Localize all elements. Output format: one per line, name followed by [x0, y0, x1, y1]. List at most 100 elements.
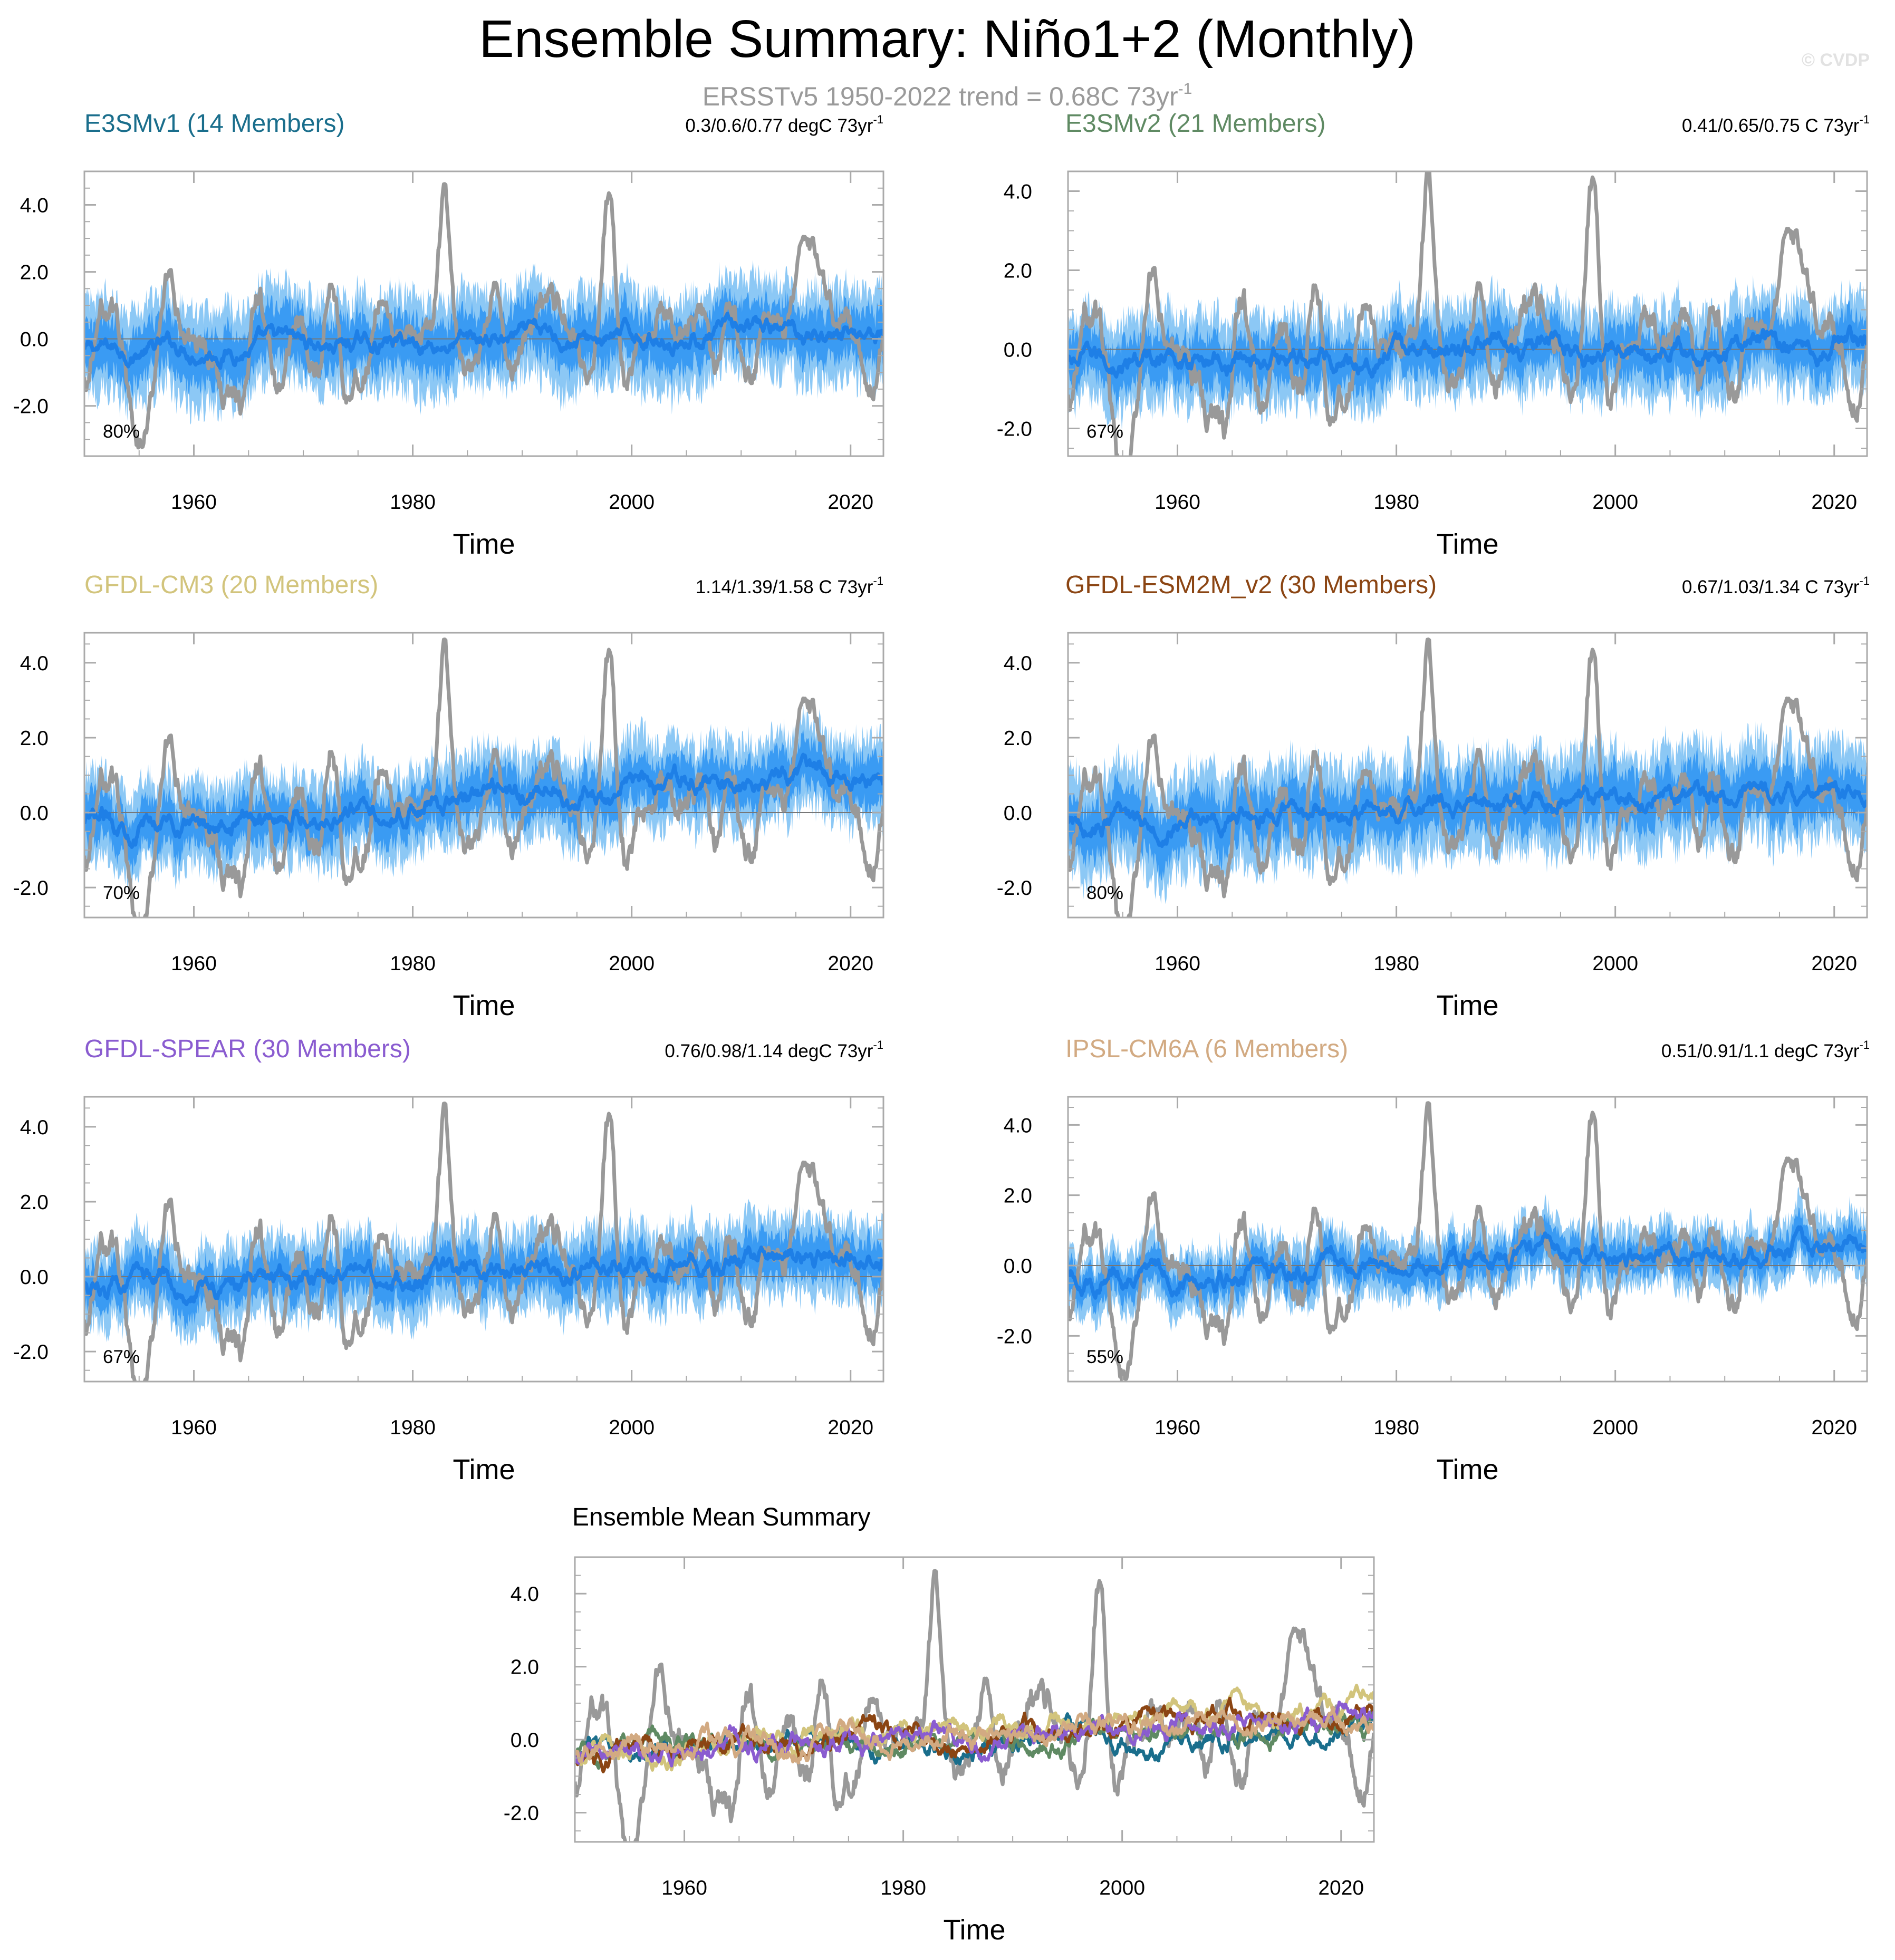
trend-exponent: -1	[1859, 113, 1870, 126]
observations-line	[84, 182, 883, 450]
y-tick-label: 4.0	[20, 195, 49, 217]
x-tick-label: 2020	[828, 491, 873, 514]
y-tick-label: 4.0	[20, 1116, 49, 1139]
subtitle-exponent: -1	[1178, 80, 1192, 98]
chart-panel-1: E3SMv2 (21 Members) 0.41/0.65/0.75 C 73yr…	[997, 110, 1870, 560]
ensemble-mean-line	[84, 312, 883, 370]
plot-area	[575, 1569, 1374, 1842]
chart-panel-2: GFDL-CM3 (20 Members) 1.14/1.39/1.58 C 73…	[13, 571, 884, 1021]
percent-label: 55%	[1086, 1347, 1123, 1367]
x-axis-title: Time	[1437, 1454, 1499, 1485]
ensemble-spread-band	[1068, 748, 1867, 881]
x-tick-label: 2020	[828, 1416, 873, 1439]
y-tick-label: 4.0	[20, 652, 49, 675]
figure-subtitle: ERSSTv5 1950-2022 trend = 0.68C 73yr-1	[703, 80, 1192, 111]
y-tick-label: 2.0	[1004, 1185, 1032, 1208]
y-tick-label: 0.0	[1004, 339, 1032, 362]
x-tick-label: 2020	[1811, 952, 1857, 975]
y-tick-label: 0.0	[20, 329, 49, 351]
percent-label: 80%	[1086, 883, 1123, 903]
ensemble-mean-line	[1068, 779, 1867, 848]
y-tick-label: -2.0	[13, 877, 49, 900]
panel-title: E3SMv2 (21 Members)	[1065, 110, 1325, 138]
x-tick-label: 1980	[880, 1877, 926, 1899]
observations-line	[1068, 171, 1867, 456]
observations-line	[84, 1102, 883, 1382]
panel-title: IPSL-CM6A (6 Members)	[1065, 1035, 1348, 1063]
chart-panel-6: Ensemble Mean Summary -2.0 0.0 2.0 4.0 1960 19…	[504, 1503, 1375, 1946]
cvdp-credit: © CVDP	[1802, 50, 1870, 70]
trend-value: 0.41/0.65/0.75 C 73yr	[1682, 115, 1860, 136]
plot-area	[1068, 171, 1867, 456]
y-tick-label: 4.0	[1004, 1114, 1032, 1137]
trend-exponent: -1	[873, 113, 883, 126]
x-axis-title: Time	[1437, 990, 1499, 1021]
trend-annotation: 0.76/0.98/1.14 degC 73yr-1	[665, 1038, 883, 1061]
chart-panel-0: E3SMv1 (14 Members) 0.3/0.6/0.77 degC 73y…	[13, 110, 884, 560]
x-tick-label: 2020	[1318, 1877, 1364, 1899]
y-tick-label: 2.0	[20, 727, 49, 750]
y-tick-label: 0.0	[511, 1729, 539, 1752]
y-tick-label: 4.0	[1004, 181, 1032, 204]
y-tick-label: -2.0	[997, 877, 1032, 900]
model-mean-line-GFDL-SPEAR	[575, 1701, 1374, 1768]
panel-title: E3SMv1 (14 Members)	[84, 110, 344, 138]
plot-frame	[1067, 170, 1868, 457]
plot-area	[84, 182, 883, 450]
ensemble-mean-line	[84, 1245, 883, 1307]
x-tick-label: 2000	[1592, 491, 1638, 514]
x-tick-label: 2020	[828, 952, 873, 975]
x-tick-label: 1980	[1373, 952, 1419, 975]
x-tick-label: 1980	[390, 952, 436, 975]
x-tick-label: 1960	[1155, 491, 1200, 514]
plot-frame	[1067, 1096, 1868, 1383]
x-tick-label: 1960	[661, 1877, 707, 1899]
y-tick-label: -2.0	[997, 1325, 1032, 1348]
x-axis-title: Time	[453, 1454, 515, 1485]
y-tick-label: 2.0	[20, 1191, 49, 1214]
panels-group: E3SMv1 (14 Members) 0.3/0.6/0.77 degC 73y…	[13, 110, 1870, 1946]
percent-label: 70%	[103, 883, 140, 903]
x-tick-label: 1960	[1155, 1416, 1200, 1439]
trend-annotation: 0.41/0.65/0.75 C 73yr-1	[1682, 113, 1870, 136]
trend-annotation: 0.51/0.91/1.1 degC 73yr-1	[1661, 1038, 1870, 1061]
x-tick-label: 1980	[1373, 1416, 1419, 1439]
y-tick-label: 0.0	[1004, 1255, 1032, 1278]
y-tick-label: 2.0	[511, 1656, 539, 1679]
figure-title: Ensemble Summary: Niño1+2 (Monthly)	[479, 9, 1416, 69]
y-tick-label: -2.0	[997, 418, 1032, 441]
panel-title: GFDL-ESM2M_v2 (30 Members)	[1065, 571, 1437, 599]
x-tick-label: 2000	[1592, 1416, 1638, 1439]
percent-label: 80%	[103, 421, 140, 442]
panel-title: Ensemble Mean Summary	[572, 1503, 871, 1531]
trend-annotation: 1.14/1.39/1.58 C 73yr-1	[696, 574, 883, 597]
x-tick-label: 1960	[171, 1416, 217, 1439]
y-tick-label: -2.0	[13, 395, 49, 418]
x-axis-title: Time	[453, 528, 515, 560]
x-tick-label: 2020	[1811, 1416, 1857, 1439]
y-tick-label: 4.0	[1004, 652, 1032, 675]
plot-frame	[574, 1556, 1375, 1843]
observations-line	[84, 638, 883, 918]
trend-annotation: 0.67/1.03/1.34 C 73yr-1	[1682, 574, 1870, 597]
plot-area	[84, 1102, 883, 1382]
x-tick-label: 2000	[609, 952, 655, 975]
trend-value: 0.51/0.91/1.1 degC 73yr	[1661, 1041, 1860, 1061]
x-tick-label: 2000	[1099, 1877, 1145, 1899]
x-tick-label: 1980	[390, 491, 436, 514]
x-tick-label: 1980	[390, 1416, 436, 1439]
y-tick-label: 4.0	[511, 1583, 539, 1606]
y-tick-label: 0.0	[20, 802, 49, 825]
ensemble-mean-line	[84, 752, 883, 849]
plot-area	[1068, 638, 1867, 918]
trend-exponent: -1	[1859, 574, 1870, 587]
y-tick-label: 2.0	[20, 262, 49, 284]
x-axis-title: Time	[1437, 528, 1499, 560]
percent-label: 67%	[103, 1347, 140, 1367]
y-tick-label: -2.0	[13, 1341, 49, 1364]
x-tick-label: 2000	[609, 1416, 655, 1439]
trend-value: 0.76/0.98/1.14 degC 73yr	[665, 1041, 873, 1061]
chart-panel-5: IPSL-CM6A (6 Members) 0.51/0.91/1.1 degC …	[997, 1035, 1870, 1485]
x-tick-label: 1960	[1155, 952, 1200, 975]
